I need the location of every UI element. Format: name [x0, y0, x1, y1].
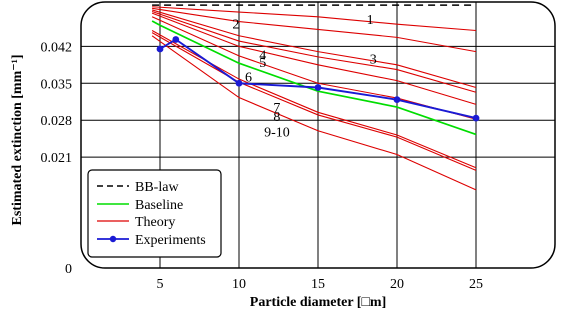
x-axis-title: Particle diameter [□m]: [250, 295, 386, 310]
x-tick-label-10: 10: [232, 277, 246, 292]
legend-label-bb-law: BB-law: [135, 180, 179, 195]
x-tick-labels: 5 10 15 20 25: [157, 277, 484, 292]
legend-marker-experiments: [109, 235, 117, 243]
curve-label-5: 5: [259, 56, 266, 71]
curve-label-3: 3: [370, 52, 377, 67]
x-tick-label-20: 20: [390, 277, 404, 292]
curve-label-7: 7: [273, 101, 280, 116]
x-tick-label-25: 25: [469, 277, 483, 292]
experiment-point: [314, 84, 322, 91]
experiment-point: [235, 79, 243, 87]
curve-label-6: 6: [245, 70, 252, 85]
y-tick-label-0-028: 0.028: [41, 114, 73, 129]
legend-label-theory: Theory: [135, 215, 175, 230]
y-tick-label-0-035: 0.035: [41, 77, 73, 92]
curve-label-8: 8: [273, 110, 280, 125]
curve-label-4: 4: [259, 48, 266, 63]
theory-curve-5: [151, 12, 477, 105]
curve-label-2: 2: [232, 18, 239, 33]
legend-label-baseline: Baseline: [135, 198, 183, 213]
theory-curve-2: [152, 7, 477, 53]
theory-curve-3: [151, 9, 477, 89]
legend: BB-law Baseline Theory Experiments: [87, 169, 222, 258]
series-lines: [151, 4, 480, 191]
curve-label-9-10: 9-10: [264, 125, 290, 140]
y-tick-label-0: 0: [65, 262, 72, 277]
theory-curve-9-10: [151, 35, 477, 191]
experiment-point: [172, 36, 180, 43]
experiment-point: [393, 96, 401, 104]
series-line-baseline: [151, 20, 477, 136]
curve-label-1: 1: [367, 13, 374, 28]
y-tick-label-0-042: 0.042: [41, 40, 73, 55]
legend-label-experiments: Experiments: [135, 233, 206, 248]
experiment-point: [156, 45, 164, 53]
theory-curve-4: [151, 10, 477, 93]
curve-labels: 1 2 3 456 789-10: [232, 13, 376, 140]
x-tick-label-15: 15: [311, 277, 325, 292]
experiment-point: [472, 114, 480, 122]
legend-box: [87, 169, 222, 258]
y-axis-title: Estimated extinction [mm⁻¹]: [10, 54, 25, 225]
theory-curve-1: [152, 6, 477, 32]
y-tick-label-0-021: 0.021: [41, 151, 73, 166]
y-tick-labels: 0 0.021 0.028 0.035 0.042: [41, 40, 73, 277]
theory-curve-8: [151, 32, 477, 171]
x-tick-label-5: 5: [157, 277, 164, 292]
